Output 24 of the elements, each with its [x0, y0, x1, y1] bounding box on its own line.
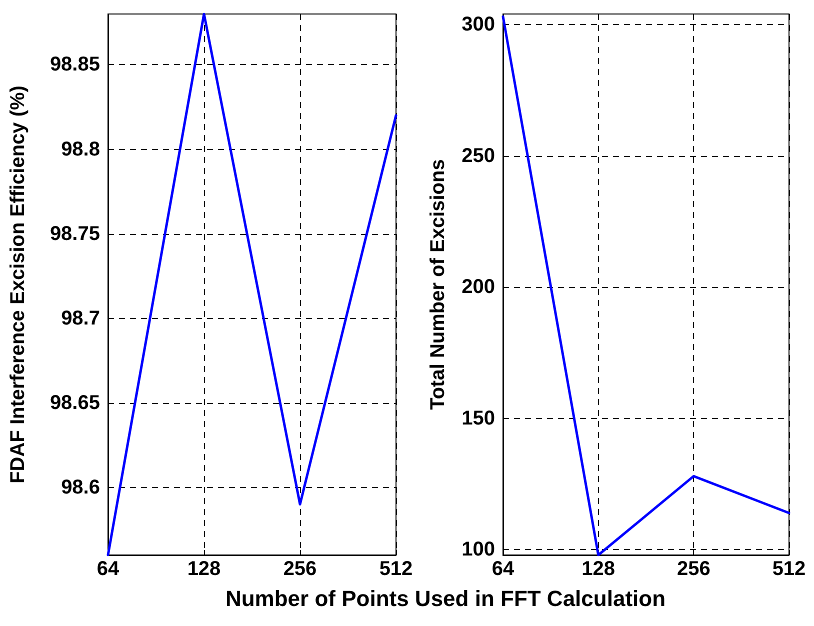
x-tick-label: 64: [492, 558, 515, 580]
x-axis-title: Number of Points Used in FFT Calculation: [224, 586, 667, 612]
x-tick-label: 512: [772, 558, 806, 580]
y-tick-label: 250: [462, 144, 495, 167]
x-tick-label: 128: [187, 558, 221, 580]
x-tick-label: 64: [96, 558, 120, 580]
y-axis-title: FDAF Interference Excision Efficiency (%): [7, 86, 29, 484]
x-tick-label: 256: [283, 558, 317, 580]
x-tick-label: 512: [379, 558, 413, 580]
y-tick-label: 98.65: [50, 392, 100, 414]
y-tick-label: 100: [462, 538, 495, 561]
y-tick-label: 200: [462, 276, 495, 298]
y-tick-label: 98.85: [50, 54, 100, 76]
x-tick-label: 256: [676, 558, 710, 580]
y-axis-title: Total Number of Excisions: [427, 159, 449, 410]
y-tick-label: 98.7: [61, 307, 100, 330]
y-tick-label: 300: [462, 14, 495, 36]
y-tick-label: 98.6: [61, 476, 100, 498]
y-tick-label: 150: [462, 407, 495, 430]
line-series: [502, 15, 790, 556]
x-tick-label: 128: [582, 558, 616, 580]
y-tick-label: 98.8: [61, 138, 100, 160]
line-series: [106, 12, 398, 556]
y-tick-label: 98.75: [50, 222, 100, 245]
